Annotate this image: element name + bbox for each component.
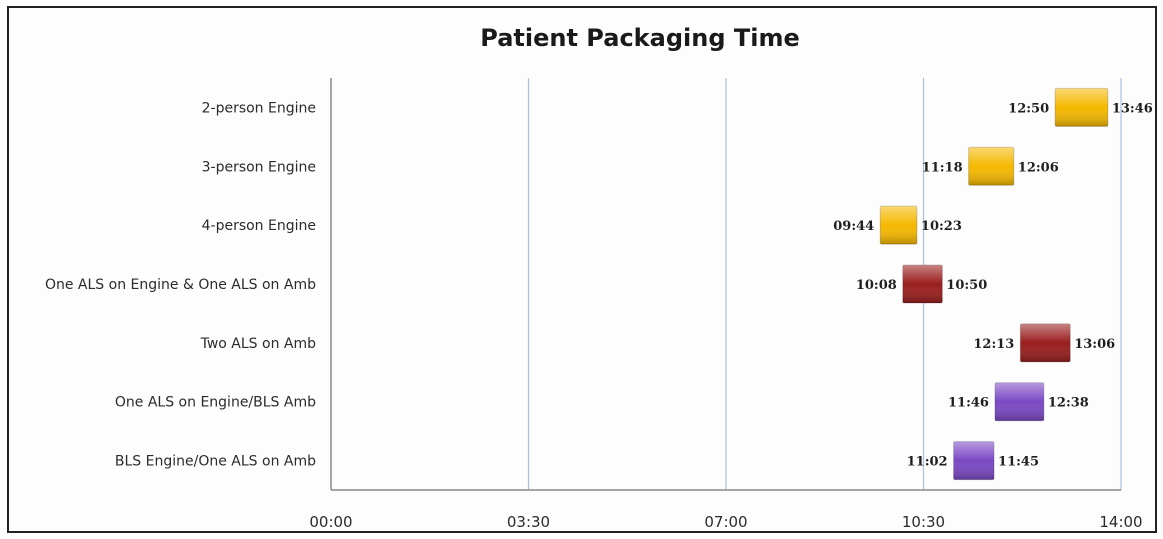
chart-title: Patient Packaging Time (480, 24, 799, 52)
bar-shading (902, 265, 943, 303)
data-labels: 12:50 13:46 11:18 12:06 09:44 10:23 10:08 10:50… (833, 101, 1153, 469)
bar-shading (953, 441, 995, 480)
category-label: Two ALS on Amb (200, 336, 317, 352)
end-time-label: 10:23 (921, 219, 962, 234)
end-time-label: 13:06 (1074, 337, 1115, 352)
end-time-label: 13:46 (1112, 101, 1153, 116)
start-time-label: 09:44 (833, 219, 874, 234)
category-label: One ALS on Engine & One ALS on Amb (45, 277, 316, 293)
start-time-label: 11:18 (922, 160, 963, 175)
bar-shading (880, 206, 917, 245)
start-time-label: 12:50 (1008, 101, 1049, 116)
end-time-label: 11:45 (998, 455, 1039, 470)
bar-shading (994, 382, 1044, 421)
bar-shading (1020, 323, 1071, 362)
end-time-label: 12:38 (1048, 396, 1089, 411)
x-tick-label: 07:00 (704, 513, 747, 531)
x-tick-label: 03:30 (507, 513, 550, 531)
category-label: One ALS on Engine/BLS Amb (115, 395, 316, 411)
start-time-label: 11:02 (907, 455, 948, 470)
category-label: BLS Engine/One ALS on Amb (115, 454, 316, 470)
bars (879, 87, 1109, 481)
category-label: 3-person Engine (202, 159, 316, 175)
end-time-label: 10:50 (946, 278, 987, 293)
end-time-label: 12:06 (1018, 160, 1059, 175)
x-tick-label: 14:00 (1099, 513, 1142, 531)
x-axis: 00:00 03:30 07:00 10:30 14:00 (309, 78, 1143, 531)
bar-shading (968, 147, 1014, 186)
x-tick-label: 00:00 (309, 513, 352, 531)
category-label: 2-person Engine (202, 100, 316, 116)
bar-shading (1055, 88, 1108, 127)
start-time-label: 10:08 (856, 278, 897, 293)
category-label: 4-person Engine (202, 218, 316, 234)
gridlines (527, 78, 1122, 490)
category-labels: 2-person Engine 3-person Engine 4-person E… (45, 100, 316, 469)
x-tick-label: 10:30 (902, 513, 945, 531)
start-time-label: 11:46 (948, 396, 989, 411)
start-time-label: 12:13 (973, 337, 1014, 352)
